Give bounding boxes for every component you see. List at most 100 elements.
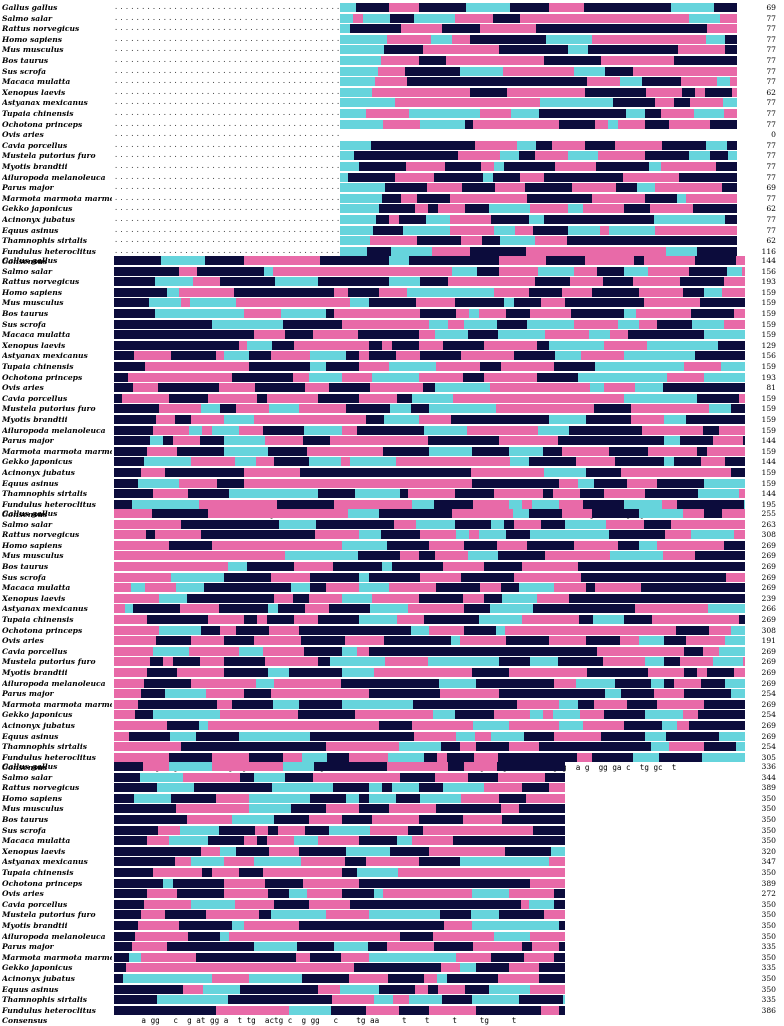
residue-block [249,752,283,762]
alignment-row: Astyanax mexicanus 347 [0,856,784,867]
residue-block [560,87,585,97]
residue-block [232,478,244,488]
residue-block [659,45,670,55]
species-label: Tupaia chinensis [2,109,74,118]
residue-block [529,899,554,909]
residue-block [517,478,559,488]
residue-block [571,193,592,203]
residue-block [399,478,413,488]
residue-block [731,468,745,477]
residue-block [340,119,363,129]
residue-block [114,762,143,771]
residue-block [206,910,244,920]
residue-block [159,846,201,856]
residue-block [341,952,369,962]
residue-block [669,119,710,129]
residue-block [601,56,615,65]
residue-block [375,77,407,87]
residue-block [718,562,745,571]
residue-block [170,952,196,962]
residue-block [592,287,639,297]
residue-block [433,931,455,941]
residue-block [744,499,745,509]
residue-block [354,151,385,161]
residue-block [175,857,191,867]
residue-block [138,699,179,709]
residue-block [274,593,293,603]
residue-block [475,731,491,741]
residue-block [395,172,434,182]
residue-block [125,383,133,393]
residue-block [114,995,157,1005]
residue-block [662,24,676,34]
residue-block [254,330,285,340]
residue-block [326,583,359,593]
residue-block [539,963,565,973]
residue-block [419,857,451,867]
residue-block [350,519,361,529]
residue-block [224,351,249,361]
residue-block [263,868,304,877]
residue-block [727,140,737,150]
residue-block [379,499,387,509]
residue-block [475,952,491,962]
residue-block [318,657,330,667]
residue-block [224,889,268,899]
residue-block [274,372,293,382]
residue-block [271,468,300,477]
alignment-row: Fundulus heteroclitus...................… [0,246,784,257]
alignment-row: Salmo salar 263 [0,519,784,530]
residue-block [686,636,725,646]
residue-block [316,298,350,308]
residue-block [341,731,369,741]
residue-block [690,162,716,171]
residue-block [680,436,713,446]
residue-block [212,868,239,877]
residue-block [396,351,420,361]
residue-block [340,109,366,118]
residue-block [666,246,697,256]
residue-block [604,604,635,614]
residue-block [595,362,641,371]
residue-block [726,298,745,308]
residue-block [114,942,132,952]
residue-block [501,804,519,814]
residue-block [114,678,144,688]
residue-block [706,34,717,44]
residue-block [684,689,731,699]
residue-block [473,942,509,952]
residue-block [638,172,650,182]
alignment-row: Mustela putorius furo 350 [0,909,784,920]
residue-block [661,109,694,118]
residue-block [555,572,581,582]
residue-block [385,183,427,193]
residue-block [494,287,513,297]
residue-block [586,468,605,477]
residue-block [435,330,468,340]
alignment-row: Thamnophis sirtalis 144 [0,488,784,499]
residue-block [594,625,631,635]
position-number: 77 [766,109,776,118]
residue-block [470,172,483,182]
residue-block [624,721,662,730]
residue-block [228,340,239,350]
residue-block [498,330,545,340]
residue-block [389,215,399,224]
residue-block [369,425,398,435]
residue-block [451,636,460,646]
residue-block [340,151,354,161]
residue-block [642,77,681,87]
residue-block [609,309,624,318]
position-number: 335 [761,995,777,1005]
residue-block [357,425,369,435]
residue-block [342,668,374,677]
residue-block [671,256,695,265]
residue-block [595,246,635,256]
residue-block [452,509,494,518]
alignment-row: Cavia porcellus 350 [0,899,784,910]
residue-block [267,393,294,403]
residue-block [393,66,405,76]
residue-block [385,657,428,667]
residue-block [586,583,595,593]
residue-block [232,921,244,930]
